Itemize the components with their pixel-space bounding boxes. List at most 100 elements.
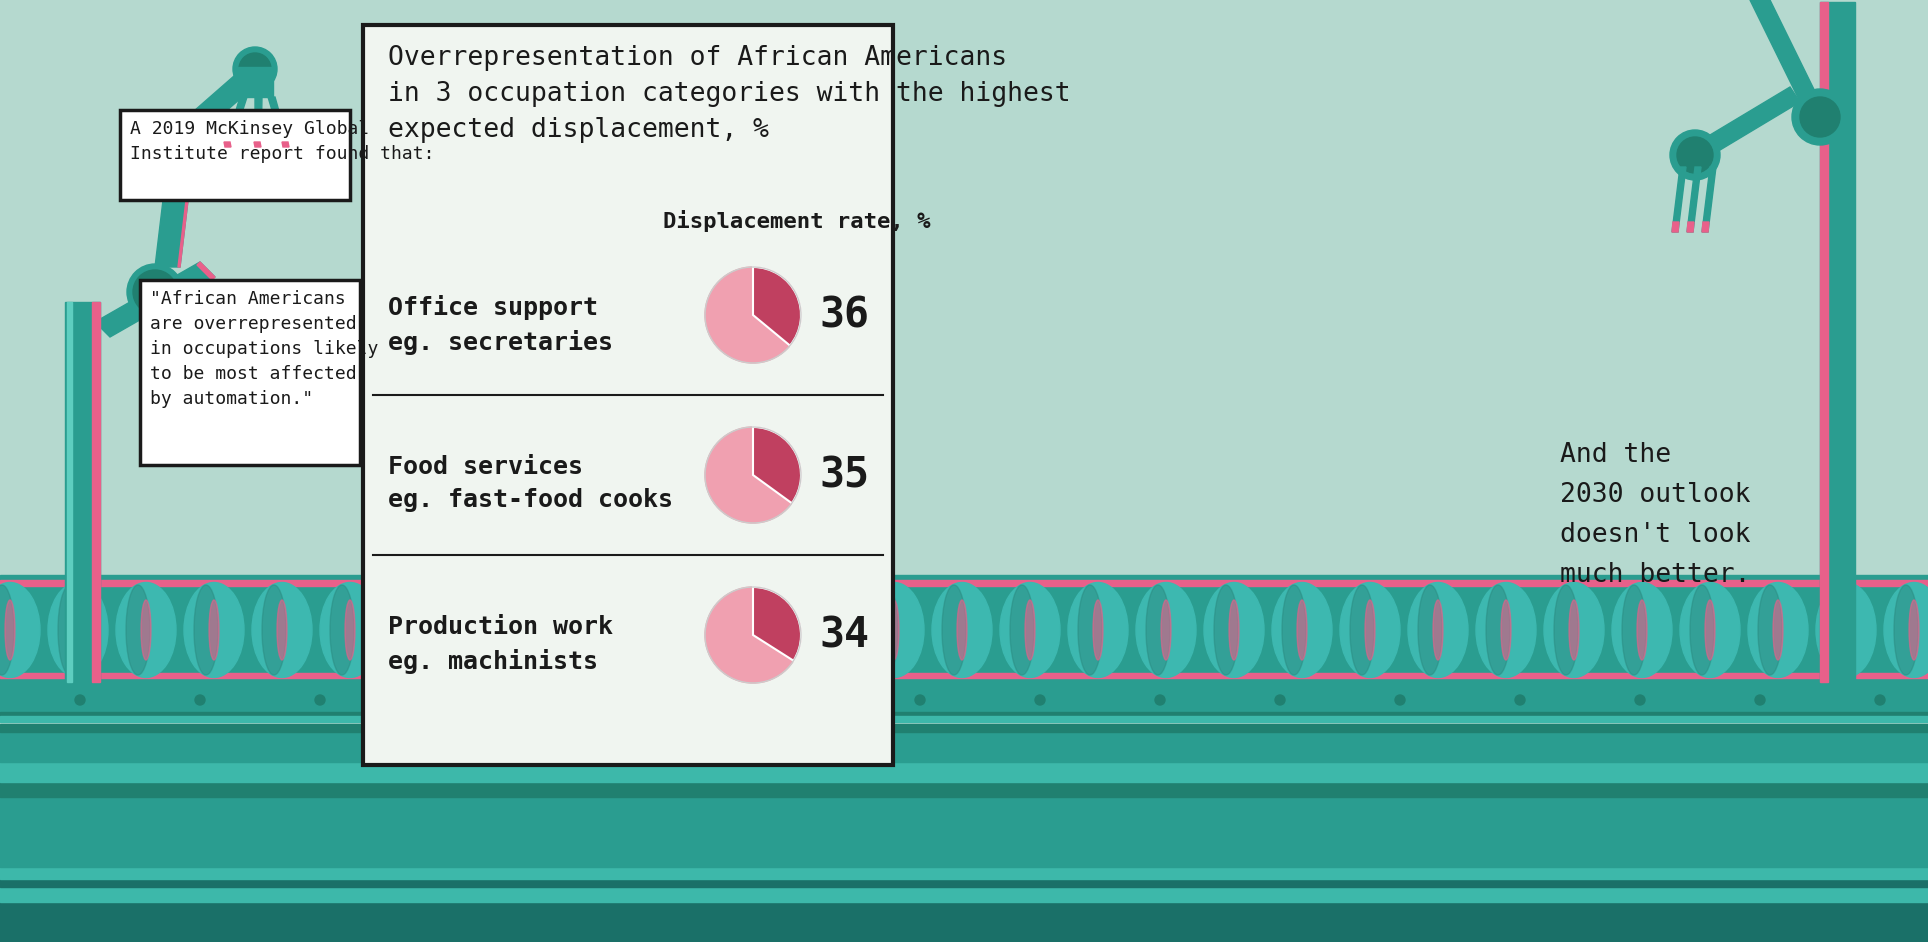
Polygon shape <box>281 142 289 147</box>
Ellipse shape <box>1758 585 1781 675</box>
Ellipse shape <box>253 582 312 677</box>
Polygon shape <box>1702 222 1708 232</box>
Polygon shape <box>170 62 264 147</box>
Ellipse shape <box>1774 600 1783 660</box>
Ellipse shape <box>1272 582 1332 677</box>
Ellipse shape <box>467 585 490 675</box>
Ellipse shape <box>1407 582 1467 677</box>
Ellipse shape <box>1486 585 1510 675</box>
Ellipse shape <box>1691 585 1714 675</box>
Circle shape <box>233 47 278 91</box>
Text: 36: 36 <box>819 294 870 336</box>
Bar <box>0 879 1928 887</box>
Ellipse shape <box>524 582 584 677</box>
Ellipse shape <box>320 582 380 677</box>
Polygon shape <box>247 62 264 80</box>
Ellipse shape <box>671 585 694 675</box>
Polygon shape <box>94 262 216 337</box>
Bar <box>0 732 1928 762</box>
Ellipse shape <box>1145 585 1170 675</box>
Polygon shape <box>224 142 231 147</box>
Ellipse shape <box>931 582 993 677</box>
Ellipse shape <box>729 582 789 677</box>
Ellipse shape <box>0 582 40 677</box>
Ellipse shape <box>1365 600 1375 660</box>
Circle shape <box>1274 695 1284 705</box>
Polygon shape <box>1672 222 1679 232</box>
Circle shape <box>1635 695 1645 705</box>
Ellipse shape <box>1228 600 1240 660</box>
Ellipse shape <box>956 600 968 660</box>
Circle shape <box>1801 97 1839 137</box>
Ellipse shape <box>116 582 175 677</box>
Text: 34: 34 <box>819 614 870 656</box>
Ellipse shape <box>821 600 831 660</box>
Ellipse shape <box>684 600 694 660</box>
Ellipse shape <box>1816 582 1876 677</box>
Polygon shape <box>1751 0 1830 122</box>
Bar <box>0 716 1928 722</box>
Ellipse shape <box>1544 582 1604 677</box>
Polygon shape <box>1687 167 1700 232</box>
Circle shape <box>706 587 800 683</box>
FancyBboxPatch shape <box>362 25 893 765</box>
Circle shape <box>675 695 684 705</box>
Ellipse shape <box>413 600 422 660</box>
Text: 35: 35 <box>819 454 870 496</box>
Text: "African Americans
are overrepresented
in occupations likely
to be most affected: "African Americans are overrepresented i… <box>150 290 378 408</box>
Bar <box>0 712 1928 720</box>
Ellipse shape <box>1502 600 1512 660</box>
Ellipse shape <box>1282 585 1305 675</box>
Bar <box>66 302 100 682</box>
Bar <box>0 887 1928 902</box>
Wedge shape <box>754 267 800 346</box>
Ellipse shape <box>58 585 83 675</box>
Ellipse shape <box>1417 585 1442 675</box>
Ellipse shape <box>1078 585 1103 675</box>
Circle shape <box>1155 695 1165 705</box>
Ellipse shape <box>345 600 355 660</box>
Polygon shape <box>226 97 247 147</box>
Ellipse shape <box>1136 582 1195 677</box>
Bar <box>0 724 1928 732</box>
Ellipse shape <box>1621 585 1647 675</box>
Ellipse shape <box>534 585 557 675</box>
Ellipse shape <box>141 600 150 660</box>
Text: Production work
eg. machinists: Production work eg. machinists <box>388 615 613 674</box>
Circle shape <box>1515 695 1525 705</box>
Text: Displacement rate, %: Displacement rate, % <box>663 210 931 232</box>
Ellipse shape <box>806 585 829 675</box>
Circle shape <box>555 695 565 705</box>
Bar <box>1820 2 1855 682</box>
Ellipse shape <box>1679 582 1739 677</box>
Polygon shape <box>197 262 216 280</box>
Circle shape <box>133 270 177 314</box>
Ellipse shape <box>262 585 285 675</box>
Ellipse shape <box>1026 600 1035 660</box>
Ellipse shape <box>889 600 898 660</box>
Circle shape <box>314 695 326 705</box>
Bar <box>0 797 1928 867</box>
Circle shape <box>706 427 800 523</box>
Ellipse shape <box>659 582 719 677</box>
Circle shape <box>239 53 272 85</box>
Circle shape <box>794 695 806 705</box>
Ellipse shape <box>754 600 763 660</box>
Ellipse shape <box>1093 600 1103 660</box>
Ellipse shape <box>617 600 627 660</box>
Ellipse shape <box>183 582 245 677</box>
Ellipse shape <box>397 585 422 675</box>
Circle shape <box>75 695 85 705</box>
Circle shape <box>1791 89 1849 145</box>
Text: A 2019 McKinsey Global
Institute report found that:: A 2019 McKinsey Global Institute report … <box>129 120 434 163</box>
Bar <box>0 680 1928 720</box>
Ellipse shape <box>592 582 652 677</box>
Circle shape <box>1677 137 1712 173</box>
Ellipse shape <box>873 585 898 675</box>
Bar <box>0 580 1928 586</box>
Circle shape <box>706 267 800 363</box>
Polygon shape <box>254 97 262 147</box>
Ellipse shape <box>1884 582 1928 677</box>
Ellipse shape <box>549 600 559 660</box>
Text: Food services
eg. fast-food cooks: Food services eg. fast-food cooks <box>388 455 673 512</box>
